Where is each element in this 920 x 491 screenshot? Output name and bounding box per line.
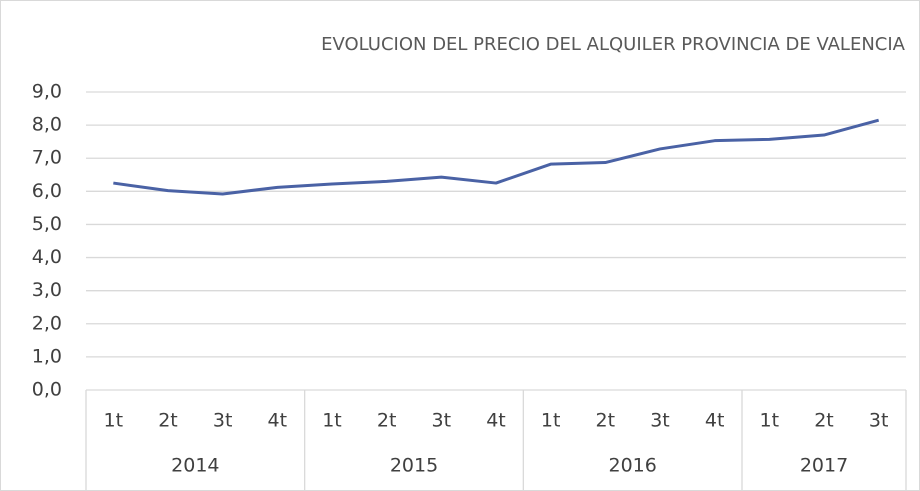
x-tick-label: 1t — [104, 410, 124, 432]
y-tick-label: 9,0 — [32, 81, 62, 103]
x-tick-label: 3t — [869, 410, 889, 432]
x-tick-label: 2t — [158, 410, 178, 432]
y-tick-label: 1,0 — [32, 345, 62, 367]
x-tick-label: 2t — [377, 410, 397, 432]
x-tick-label: 3t — [650, 410, 670, 432]
x-group-label: 2014 — [171, 455, 219, 477]
x-group-label: 2016 — [608, 455, 656, 477]
x-tick-label: 2t — [814, 410, 834, 432]
x-tick-label: 4t — [268, 410, 288, 432]
x-group-label: 2017 — [800, 455, 848, 477]
y-tick-label: 3,0 — [32, 279, 62, 301]
y-tick-label: 6,0 — [32, 180, 62, 202]
x-tick-label: 1t — [760, 410, 780, 432]
y-tick-label: 8,0 — [32, 114, 62, 136]
chart-title: EVOLUCION DEL PRECIO DEL ALQUILER PROVIN… — [321, 34, 906, 55]
x-group-label: 2015 — [390, 455, 438, 477]
y-tick-label: 4,0 — [32, 246, 62, 268]
y-tick-label: 0,0 — [32, 379, 62, 401]
x-tick-label: 4t — [705, 410, 725, 432]
x-tick-label: 3t — [432, 410, 452, 432]
y-tick-label: 7,0 — [32, 147, 62, 169]
y-tick-label: 5,0 — [32, 213, 62, 235]
x-tick-label: 4t — [486, 410, 506, 432]
x-tick-label: 3t — [213, 410, 233, 432]
series-line — [113, 118, 880, 196]
x-tick-label: 1t — [541, 410, 561, 432]
x-tick-label: 1t — [322, 410, 342, 432]
y-tick-label: 2,0 — [32, 312, 62, 334]
x-tick-label: 2t — [596, 410, 616, 432]
